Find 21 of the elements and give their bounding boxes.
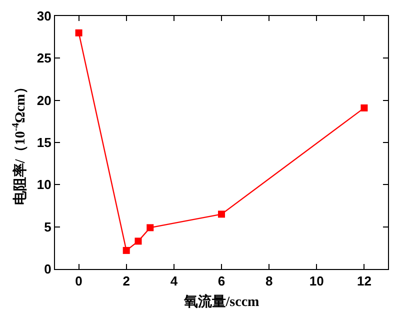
point — [122, 246, 130, 254]
point — [360, 104, 368, 112]
point — [134, 238, 142, 245]
y-tick-label: 10 — [36, 177, 52, 192]
x-tick-label: 12 — [356, 274, 372, 289]
y-tick-label: 25 — [36, 50, 52, 66]
point — [218, 210, 225, 218]
x-tick-label: 4 — [170, 274, 178, 289]
point — [146, 224, 154, 232]
x-axis-title: 氧流量/sccm — [182, 292, 260, 310]
y-tick-label: 30 — [36, 8, 52, 24]
y-tick-label: 20 — [36, 92, 52, 108]
x-tick-label: 2 — [122, 274, 130, 289]
x-tick-label: 8 — [265, 274, 273, 289]
x-tick-label: 6 — [218, 274, 226, 289]
point — [75, 29, 82, 36]
x-tick-label: 0 — [75, 274, 82, 289]
y-tick-label: 0 — [44, 262, 52, 277]
y-tick-label: 5 — [44, 219, 52, 234]
y-tick-label: 15 — [36, 135, 52, 150]
x-tick-label: 10 — [309, 274, 324, 289]
